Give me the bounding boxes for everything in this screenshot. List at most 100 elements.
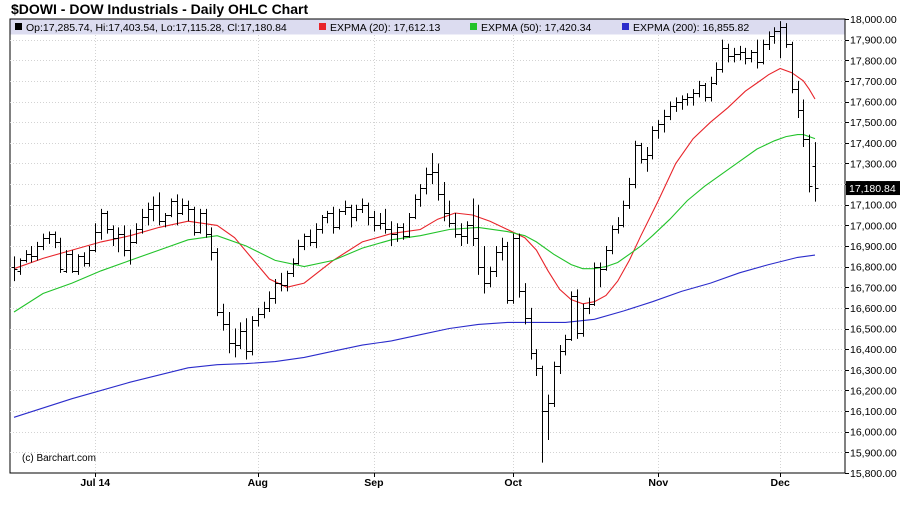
series-line-expma-1 (13, 134, 816, 313)
x-tick-label: Aug (248, 477, 268, 489)
ohlc-bar (591, 262, 598, 306)
ohlc-bar (522, 283, 529, 325)
ohlc-bar (632, 140, 639, 189)
ohlc-bar (649, 126, 656, 160)
ohlc-bar (719, 39, 726, 73)
last-price-marker: 17,180.84 (846, 181, 900, 196)
ohlc-bar (568, 291, 575, 341)
ohlc-bar (800, 99, 807, 147)
ohlc-bar (75, 254, 82, 275)
y-tick-label: 17,900.00 (850, 35, 897, 47)
ohlc-bar (307, 229, 314, 246)
ohlc-bar (330, 206, 337, 234)
ohlc-bar (771, 27, 778, 44)
ohlc-bar (684, 93, 691, 106)
ohlc-bar (406, 212, 413, 238)
ohlc-bar (661, 109, 668, 133)
ohlc-bar (185, 200, 192, 222)
last-price-box (846, 181, 900, 196)
y-tick-label: 16,900.00 (850, 241, 897, 253)
legend-expma50-text: EXPMA (50): 17,420.34 (481, 22, 591, 34)
ohlc-bar (696, 80, 703, 98)
ohlc-bar (133, 223, 140, 244)
ohlc-bar (226, 312, 233, 354)
ohlc-bar (17, 258, 24, 275)
legend-expma200-text: EXPMA (200): 16,855.82 (633, 22, 749, 34)
ohlc-bar (545, 394, 552, 440)
ohlc-bar (150, 196, 157, 222)
ohlc-bar (284, 270, 291, 292)
ohlc-bar (272, 279, 279, 304)
ohlc-bar (168, 198, 175, 218)
y-tick-label: 15,800.00 (850, 468, 897, 480)
ohlc-bar (423, 167, 430, 195)
y-tick-label: 17,100.00 (850, 200, 897, 212)
ohlc-bars (11, 21, 819, 463)
ohlc-bar (638, 142, 645, 164)
ohlc-bar (464, 221, 471, 244)
ohlc-bar (475, 204, 482, 275)
legend-ohlc-text: Op:17,285.74, Hi:17,403.54, Lo:17,115.28… (26, 22, 287, 34)
ohlc-bar (742, 47, 749, 65)
ohlc-bar (34, 241, 41, 261)
ohlc-bar (69, 250, 76, 273)
ohlc-bar (127, 229, 134, 265)
legend: Op:17,285.74, Hi:17,403.54, Lo:17,115.28… (15, 22, 749, 34)
ohlc-bar (98, 208, 105, 240)
ohlc-bar (504, 241, 511, 304)
x-tick-label: Dec (771, 477, 790, 489)
ohlc-bar (353, 204, 360, 222)
ohlc-bar (777, 21, 784, 59)
ohlc-bar (86, 246, 93, 267)
chart-title: $DOWI - DOW Industrials - Daily OHLC Cha… (11, 1, 309, 17)
ohlc-bar (516, 233, 523, 298)
ohlc-bar (713, 62, 720, 86)
last-price-label: 17,180.84 (849, 183, 896, 195)
ohlc-bar (609, 225, 616, 255)
x-axis: Jul 14 Aug Sep Oct Nov Dec (80, 473, 790, 489)
ohlc-bar (243, 318, 250, 360)
ohlc-bar (400, 223, 407, 240)
y-tick-label: 16,300.00 (850, 365, 897, 377)
ohlc-bar (603, 246, 610, 271)
ohlc-bar (57, 237, 64, 273)
ohlc-bar (220, 303, 227, 331)
ohlc-bar (452, 212, 459, 238)
ohlc-bar (760, 39, 767, 65)
ohlc-bar (417, 184, 424, 207)
y-tick-label: 18,000.00 (850, 14, 897, 26)
x-tick-label: Oct (504, 477, 522, 489)
ohlc-bar (156, 192, 163, 226)
ohlc-bar (626, 177, 633, 209)
y-tick-label: 17,400.00 (850, 138, 897, 150)
ohlc-bar (179, 198, 186, 216)
y-tick-label: 17,600.00 (850, 97, 897, 109)
ohlc-bar (313, 223, 320, 249)
ohlc-bar (11, 256, 18, 282)
ohlc-bar (510, 233, 517, 304)
ohlc-bar (324, 210, 331, 224)
ohlc-bar (429, 153, 436, 185)
ohlc-bar (667, 101, 674, 121)
ohlc-bar (365, 202, 372, 226)
legend-bar (10, 19, 845, 35)
ohlc-bar (487, 266, 494, 288)
ohlc-bar (336, 208, 343, 230)
ohlc-bar (789, 41, 796, 94)
ohlc-bar (208, 227, 215, 261)
ohlc-bar (295, 239, 302, 265)
ohlc-bar (655, 120, 662, 139)
ohlc-bar (446, 200, 453, 228)
ohlc-bar (812, 142, 819, 202)
ohlc-bar (673, 97, 680, 112)
ohlc-bar (266, 291, 273, 313)
ohlc-bar (382, 208, 389, 234)
y-tick-label: 16,700.00 (850, 282, 897, 294)
y-tick-label: 15,900.00 (850, 447, 897, 459)
y-tick-label: 16,000.00 (850, 427, 897, 439)
ohlc-bar (40, 233, 47, 251)
ohlc-bar (63, 250, 70, 273)
ohlc-bar (342, 200, 349, 216)
ohlc-bar (690, 89, 697, 106)
ohlc-bar (481, 246, 488, 294)
